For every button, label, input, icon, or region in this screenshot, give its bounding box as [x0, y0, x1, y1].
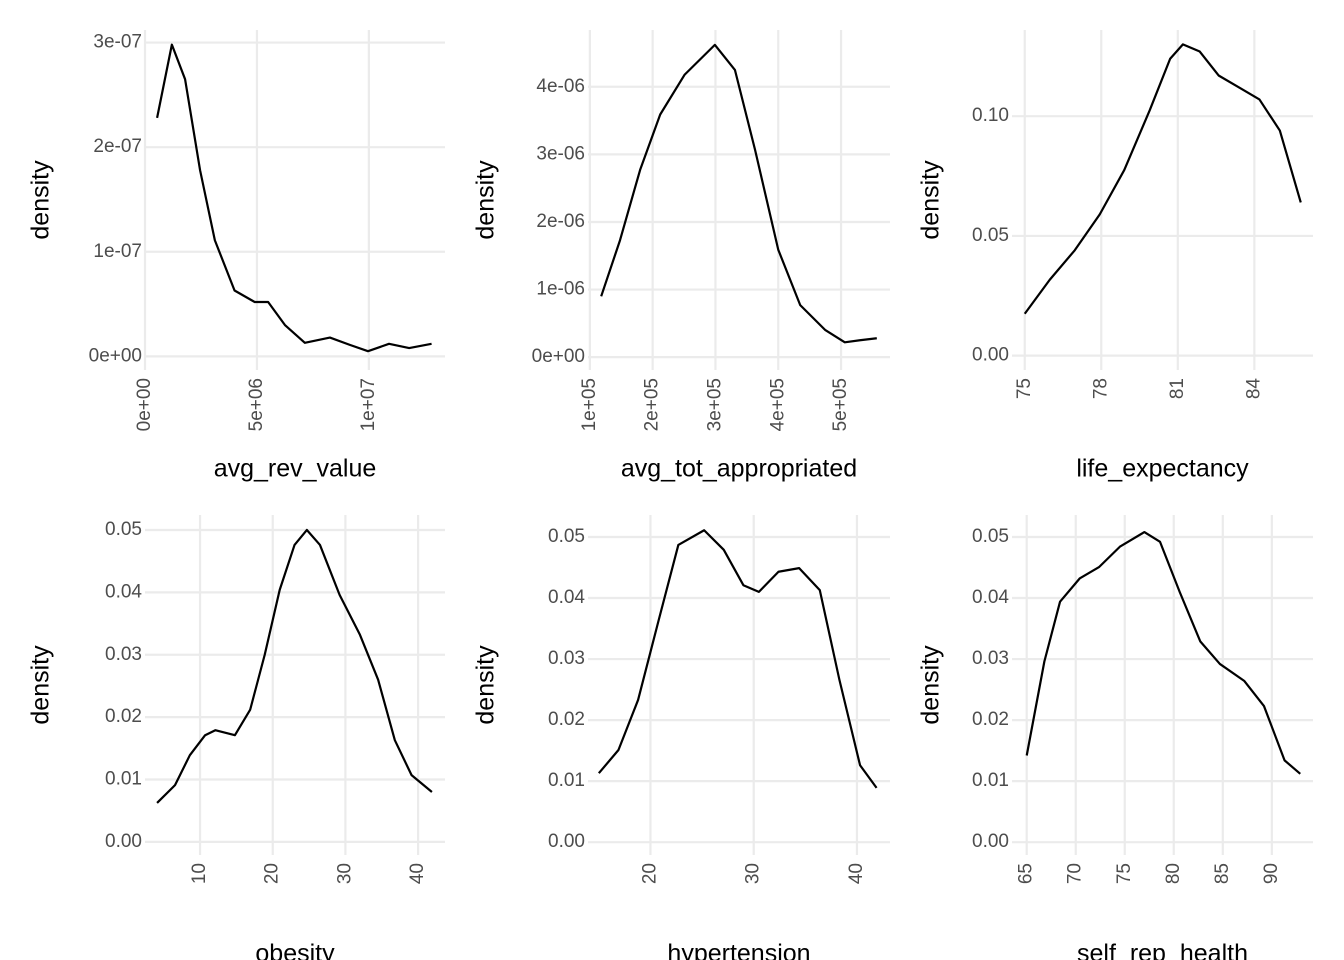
y-tick-label: 0.02 — [972, 709, 1009, 730]
y-axis-title: density — [917, 645, 945, 725]
x-tick-label: 75 — [1014, 378, 1035, 399]
y-tick-label: 3e-07 — [93, 32, 142, 53]
y-tick-label: 0.05 — [105, 519, 142, 540]
x-tick-label: 3e+05 — [704, 378, 725, 431]
x-tick-label: 30 — [334, 863, 355, 884]
y-tick-label: 0.03 — [548, 648, 585, 669]
x-tick-label: 40 — [407, 863, 428, 884]
y-tick-label: 3e-06 — [536, 143, 585, 164]
y-axis-title: density — [472, 160, 500, 240]
y-tick-label: 0.00 — [548, 831, 585, 852]
y-tick-label: 0e+00 — [532, 346, 585, 367]
y-tick-label: 0.10 — [972, 105, 1009, 126]
y-axis-title: density — [472, 645, 500, 725]
x-tick-label: 90 — [1261, 863, 1282, 884]
x-tick-label: 20 — [262, 863, 283, 884]
x-tick-label: 75 — [1114, 863, 1135, 884]
x-tick-label: 4e+05 — [767, 378, 788, 431]
y-tick-label: 0.04 — [105, 581, 142, 602]
x-tick-label: 70 — [1065, 863, 1086, 884]
y-tick-label: 0.01 — [105, 769, 142, 790]
y-tick-label: 0.00 — [972, 345, 1009, 366]
density-line — [600, 43, 877, 344]
y-tick-label: 0.05 — [972, 225, 1009, 246]
x-tick-label: 10 — [189, 863, 210, 884]
y-tick-label: 0.05 — [548, 526, 585, 547]
y-axis-title: density — [27, 160, 55, 240]
x-tick-label: 20 — [639, 863, 660, 884]
x-tick-label: 81 — [1167, 378, 1188, 399]
y-tick-label: 0.01 — [548, 770, 585, 791]
y-tick-label: 0.03 — [105, 644, 142, 665]
x-tick-label: 65 — [1016, 863, 1037, 884]
y-tick-label: 0.04 — [972, 587, 1009, 608]
x-axis-title: hypertension — [667, 940, 810, 960]
y-tick-label: 0.02 — [548, 709, 585, 730]
x-tick-label: 0e+00 — [134, 378, 155, 431]
x-tick-label: 5e+05 — [830, 378, 851, 431]
x-axis-title: avg_rev_value — [214, 455, 377, 483]
x-tick-label: 30 — [743, 863, 764, 884]
y-tick-label: 0.00 — [972, 831, 1009, 852]
density-line — [1023, 43, 1302, 315]
density-line — [598, 529, 878, 789]
y-tick-label: 0.00 — [105, 831, 142, 852]
x-axis-title: avg_tot_appropriated — [621, 455, 857, 483]
y-tick-label: 0.02 — [105, 706, 142, 727]
y-tick-label: 2e-07 — [93, 136, 142, 157]
y-tick-label: 0.01 — [972, 770, 1009, 791]
x-tick-label: 80 — [1163, 863, 1184, 884]
x-tick-label: 40 — [846, 863, 867, 884]
density-line — [1025, 530, 1301, 775]
x-tick-label: 85 — [1212, 863, 1233, 884]
x-axis-title: obesity — [255, 940, 335, 960]
x-tick-label: 84 — [1243, 378, 1264, 400]
y-tick-label: 0.05 — [972, 526, 1009, 547]
y-tick-label: 0e+00 — [89, 345, 142, 366]
x-axis-title: life_expectancy — [1076, 455, 1249, 483]
x-tick-label: 1e+07 — [358, 378, 379, 431]
y-tick-label: 4e-06 — [536, 76, 585, 97]
y-tick-label: 0.04 — [548, 587, 585, 608]
density-line — [156, 528, 433, 804]
y-axis-title: density — [917, 160, 945, 240]
y-tick-label: 1e-06 — [536, 279, 585, 300]
y-tick-label: 1e-07 — [93, 241, 142, 262]
x-tick-label: 78 — [1090, 378, 1111, 399]
y-axis-title: density — [27, 645, 55, 725]
y-tick-label: 0.03 — [972, 648, 1009, 669]
x-tick-label: 5e+06 — [246, 378, 267, 431]
x-tick-label: 2e+05 — [642, 378, 663, 431]
density-line — [156, 43, 432, 353]
y-tick-label: 2e-06 — [536, 211, 585, 232]
x-axis-title: self_rep_health — [1077, 940, 1248, 960]
x-tick-label: 1e+05 — [579, 378, 600, 431]
